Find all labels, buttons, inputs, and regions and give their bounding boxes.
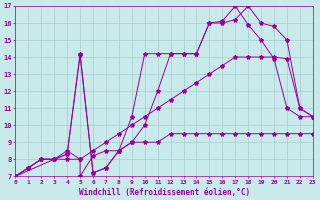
X-axis label: Windchill (Refroidissement éolien,°C): Windchill (Refroidissement éolien,°C)	[78, 188, 250, 197]
